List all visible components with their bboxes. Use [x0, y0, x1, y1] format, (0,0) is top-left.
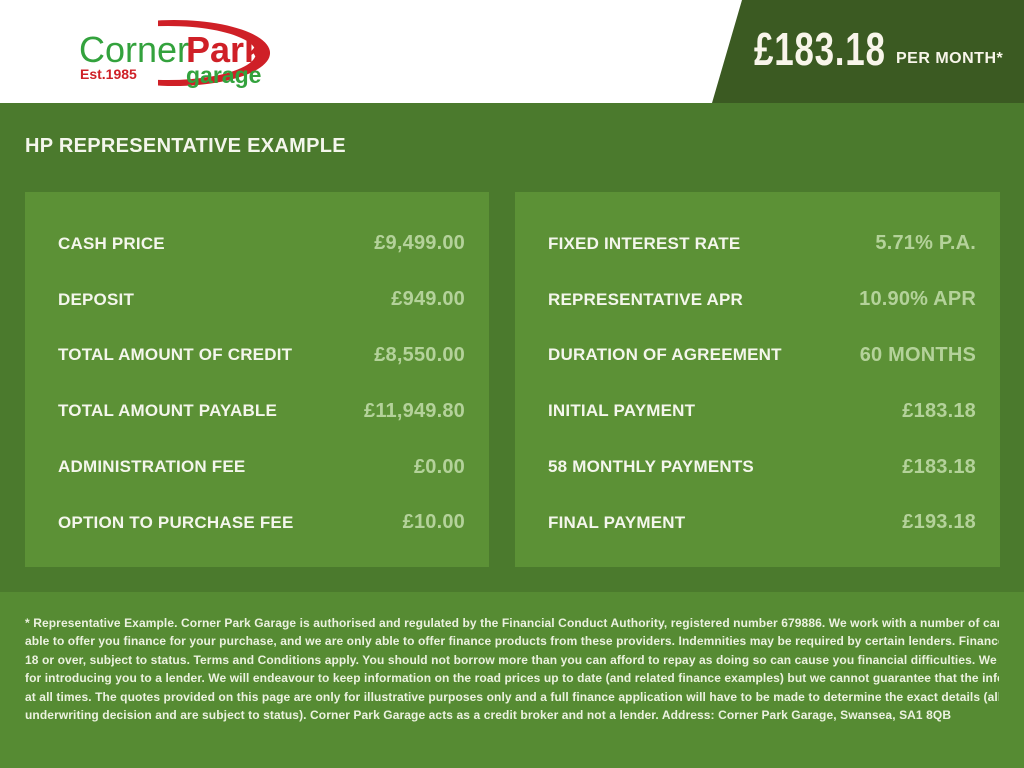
row-representative-apr: REPRESENTATIVE APR 10.90% APR [548, 272, 976, 328]
row-58-monthly-payments: 58 MONTHLY PAYMENTS £183.18 [548, 439, 976, 495]
row-label: INITIAL PAYMENT [548, 401, 696, 421]
row-value: £183.18 [902, 399, 976, 422]
disclaimer-line: * Representative Example. Corner Park Ga… [25, 616, 999, 630]
row-label: REPRESENTATIVE APR [548, 289, 744, 309]
row-value: £11,949.80 [364, 399, 465, 422]
row-final-payment: FINAL PAYMENT £193.18 [548, 495, 976, 551]
row-administration-fee: ADMINISTRATION FEE £0.00 [58, 439, 465, 495]
row-value: £193.18 [902, 511, 976, 534]
row-label: TOTAL AMOUNT OF CREDIT [58, 345, 293, 365]
row-duration-of-agreement: DURATION OF AGREEMENT 60 MONTHS [548, 328, 976, 384]
disclaimer-line: underwriting decision and are subject to… [25, 708, 952, 723]
page-title: HP REPRESENTATIVE EXAMPLE [25, 135, 346, 157]
monthly-price: £183.18 [754, 23, 886, 75]
logo-word-garage: garage [186, 62, 261, 88]
row-value: £10.00 [402, 511, 465, 534]
row-label: DEPOSIT [58, 289, 135, 309]
row-option-to-purchase-fee: OPTION TO PURCHASE FEE £10.00 [58, 495, 465, 551]
row-value: 10.90% APR [859, 288, 976, 311]
disclaimer-line: 18 or over, subject to status. Terms and… [25, 652, 999, 667]
corner-park-garage-logo: Corner Park Est.1985 garage [79, 20, 270, 88]
logo-swoosh-icon [158, 20, 270, 86]
row-value: £183.18 [902, 455, 976, 478]
row-label: FINAL PAYMENT [548, 512, 686, 532]
row-fixed-interest-rate: FIXED INTEREST RATE 5.71% P.A. [548, 216, 976, 272]
logo-word-corner: Corner [79, 29, 189, 70]
disclaimer-line: for introducing you to a lender. We will… [25, 671, 999, 686]
row-value: 60 MONTHS [859, 343, 976, 366]
row-value: £8,550.00 [374, 343, 465, 366]
row-value: £9,499.00 [374, 232, 465, 255]
row-label: DURATION OF AGREEMENT [548, 345, 782, 365]
logo-est-1985: Est.1985 [80, 66, 137, 82]
row-total-amount-of-credit: TOTAL AMOUNT OF CREDIT £8,550.00 [58, 328, 465, 384]
row-label: ADMINISTRATION FEE [58, 457, 246, 477]
row-deposit: DEPOSIT £949.00 [58, 272, 465, 328]
row-cash-price: CASH PRICE £9,499.00 [58, 216, 465, 272]
finance-panel-left: CASH PRICE £9,499.00 DEPOSIT £949.00 TOT… [25, 192, 489, 567]
legal-disclaimer-footer: * Representative Example. Corner Park Ga… [0, 592, 1024, 768]
row-value: 5.71% P.A. [875, 232, 976, 255]
row-value: £0.00 [413, 455, 465, 478]
row-total-amount-payable: TOTAL AMOUNT PAYABLE £11,949.80 [58, 383, 465, 439]
logo-word-park: Park [186, 29, 265, 70]
header: Corner Park Est.1985 garage £183.18 PER … [0, 0, 1024, 103]
finance-panel-right: FIXED INTEREST RATE 5.71% P.A. REPRESENT… [515, 192, 1000, 567]
row-value: £949.00 [391, 288, 465, 311]
monthly-price-banner: £183.18 PER MONTH* [712, 0, 1024, 103]
row-label: OPTION TO PURCHASE FEE [58, 512, 294, 532]
disclaimer-line: at all times. The quotes provided on thi… [25, 689, 999, 704]
row-initial-payment: INITIAL PAYMENT £183.18 [548, 383, 976, 439]
disclaimer-line: able to offer you finance for your purch… [25, 634, 999, 649]
row-label: CASH PRICE [58, 233, 165, 253]
main-section: HP REPRESENTATIVE EXAMPLE CASH PRICE £9,… [0, 103, 1024, 592]
per-month-label: PER MONTH* [896, 50, 1004, 67]
row-label: FIXED INTEREST RATE [548, 233, 741, 253]
row-label: TOTAL AMOUNT PAYABLE [58, 401, 278, 421]
row-label: 58 MONTHLY PAYMENTS [548, 457, 754, 477]
